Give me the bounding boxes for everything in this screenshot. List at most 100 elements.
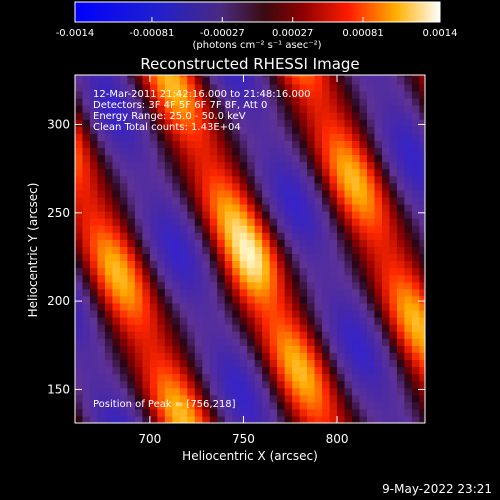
heatmap-cell (157, 309, 166, 318)
heatmap-cell (344, 317, 353, 325)
heatmap-cell (202, 267, 211, 276)
heatmap-cell (381, 352, 391, 361)
heatmap-cell (104, 147, 114, 156)
heatmap-cell (82, 112, 91, 120)
heatmap-cell (75, 253, 84, 262)
heatmap-cell (202, 253, 211, 262)
heatmap-cell (396, 387, 406, 396)
heatmap-cell (352, 218, 361, 226)
heatmap-cell (209, 168, 218, 177)
heatmap-cell (374, 161, 383, 170)
heatmap-cell (284, 126, 293, 134)
heatmap-cell (97, 359, 106, 368)
heatmap-cell (329, 260, 338, 269)
heatmap-cell (142, 373, 151, 382)
heatmap-cell (269, 75, 278, 78)
heatmap-cell (142, 76, 151, 85)
heatmap-cell (389, 133, 398, 141)
heatmap-cell (344, 295, 353, 304)
heatmap-cell (277, 90, 286, 99)
heatmap-cell (172, 295, 181, 304)
heatmap-cell (194, 302, 203, 311)
heatmap-cell (82, 359, 91, 368)
heatmap-cell (164, 90, 173, 99)
heatmap-cell (307, 76, 316, 85)
heatmap-cell (179, 331, 188, 339)
heatmap-cell (194, 211, 203, 219)
heatmap-cell (232, 331, 241, 339)
heatmap-cell (359, 182, 368, 191)
heatmap-cell (232, 324, 241, 332)
heatmap-cell (217, 380, 226, 389)
heatmap-cell (247, 288, 256, 297)
heatmap-cell (89, 352, 99, 361)
heatmap-cell (419, 140, 425, 149)
heatmap-cell (194, 380, 203, 389)
heatmap-cell (149, 83, 158, 92)
heatmap-cell (209, 302, 218, 311)
heatmap-cell (404, 401, 413, 410)
heatmap-cell (119, 147, 129, 156)
heatmap-cell (337, 253, 346, 262)
heatmap-cell (337, 225, 346, 233)
heatmap-cell (254, 338, 263, 346)
heatmap-cell (337, 182, 346, 191)
heatmap-cell (202, 218, 211, 226)
heatmap-cell (164, 274, 173, 283)
heatmap-cell (97, 105, 106, 113)
heatmap-cell (404, 394, 413, 403)
heatmap-cell (419, 90, 425, 99)
heatmap-cell (359, 401, 368, 410)
heatmap-cell (127, 76, 136, 85)
heatmap-cell (404, 239, 413, 247)
heatmap-cell (187, 97, 196, 106)
heatmap-cell (352, 112, 361, 120)
heatmap-cell (187, 105, 196, 113)
heatmap-cell (142, 203, 151, 212)
heatmap-cell (127, 239, 136, 247)
heatmap-cell (389, 75, 398, 78)
heatmap-cell (142, 154, 151, 163)
heatmap-cell (411, 295, 420, 304)
heatmap-cell (307, 239, 316, 247)
heatmap-cell (112, 345, 121, 353)
heatmap-cell (359, 196, 368, 205)
heatmap-cell (127, 232, 136, 240)
heatmap-cell (262, 196, 271, 205)
heatmap-cell (209, 126, 218, 134)
heatmap-cell (104, 90, 114, 99)
heatmap-cell (187, 401, 196, 410)
heatmap-cell (337, 295, 346, 304)
heatmap-cell (149, 366, 158, 375)
heatmap-cell (299, 408, 308, 417)
heatmap-cell (119, 253, 129, 262)
heatmap-cell (187, 253, 196, 262)
heatmap-cell (344, 345, 353, 353)
heatmap-cell (89, 83, 99, 92)
heatmap-cell (247, 359, 256, 368)
heatmap-cell (314, 309, 323, 318)
heatmap-cell (359, 90, 368, 99)
heatmap-cell (127, 267, 136, 276)
heatmap-cell (374, 168, 383, 177)
heatmap-cell (179, 366, 188, 375)
heatmap-cell (142, 317, 151, 325)
heatmap-cell (247, 133, 256, 141)
heatmap-cell (307, 324, 316, 332)
heatmap-cell (224, 225, 233, 233)
heatmap-cell (419, 175, 425, 184)
heatmap-cell (277, 408, 286, 417)
heatmap-cell (247, 387, 256, 396)
heatmap-cell (202, 140, 211, 149)
heatmap-cell (179, 380, 188, 389)
heatmap-cell (164, 239, 173, 247)
heatmap-cell (187, 140, 196, 149)
heatmap-cell (119, 112, 129, 120)
heatmap-cell (97, 317, 106, 325)
heatmap-cell (254, 288, 263, 297)
heatmap-cell (247, 260, 256, 269)
heatmap-cell (337, 189, 346, 198)
heatmap-cell (172, 133, 181, 141)
heatmap-cell (217, 246, 226, 255)
heatmap-cell (217, 90, 226, 99)
